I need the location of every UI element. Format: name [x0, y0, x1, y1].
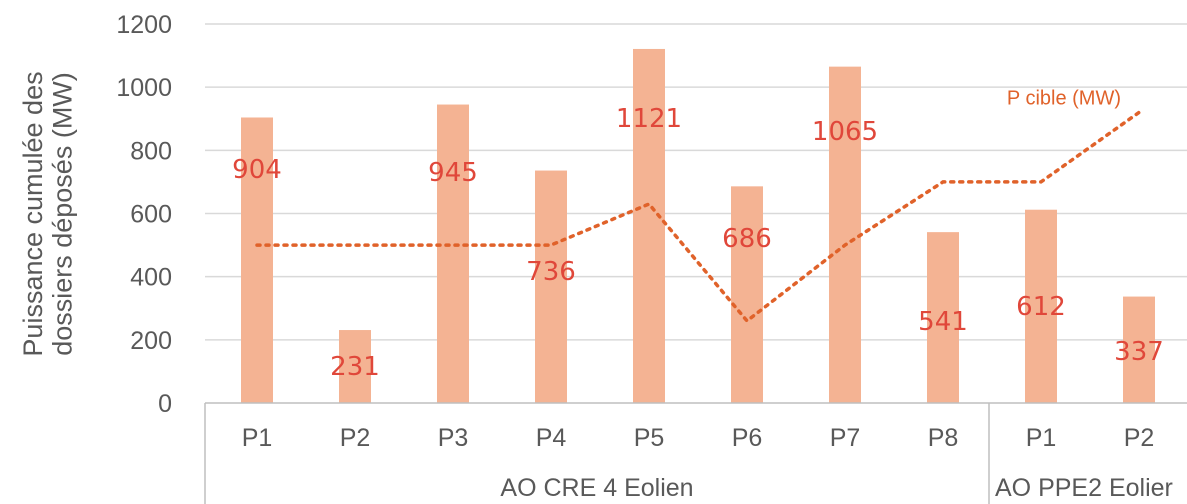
bar: [927, 232, 959, 403]
data-label: 736: [526, 257, 576, 287]
data-label: 686: [722, 224, 772, 254]
bar: [1025, 209, 1057, 403]
bar: [829, 66, 861, 403]
bar: [437, 104, 469, 403]
x-tick-label: P2: [1124, 424, 1155, 452]
bar: [633, 48, 665, 403]
data-label: 1065: [812, 117, 878, 147]
x-tick-label: P1: [1026, 424, 1057, 452]
data-label: 904: [232, 155, 282, 185]
bar: [731, 186, 763, 403]
x-tick-label: P5: [634, 424, 665, 452]
x-tick-label: P4: [536, 424, 567, 452]
y-tick-label: 1200: [116, 11, 172, 39]
x-tick-label: P1: [242, 424, 273, 452]
x-tick-label: P6: [732, 424, 763, 452]
y-tick-label: 1000: [116, 74, 172, 102]
target-line-label: P cible (MW): [1007, 87, 1121, 109]
y-axis-label: Puissance cumulée desdossiers déposés (M…: [18, 71, 78, 356]
data-label: 612: [1016, 292, 1066, 322]
bar: [535, 170, 567, 403]
data-label: 1121: [616, 104, 682, 134]
bar: [1123, 296, 1155, 403]
x-tick-label: P8: [928, 424, 959, 452]
data-label: 541: [918, 307, 968, 337]
axes: 0 200 400 600 800 1000 1200 P1 P2 P3 P4 P5 P6 P7 P8 P1 P…: [116, 11, 1187, 504]
bars: [241, 48, 1155, 403]
y-tick-label: 400: [130, 264, 172, 292]
y-tick-label: 200: [130, 327, 172, 355]
y-tick-label: 600: [130, 201, 172, 229]
x-tick-label: P7: [830, 424, 861, 452]
target-line: P cible (MW): [255, 87, 1141, 324]
data-label: 231: [330, 352, 380, 382]
gridlines: [205, 23, 1187, 341]
bar: [339, 330, 371, 403]
x-tick-label: P3: [438, 424, 469, 452]
data-labels: 904 231 945 736 1121 686 1065 541 612 337: [232, 104, 1164, 382]
group-label: AO PPE2 Eolier: [995, 474, 1173, 502]
group-label: AO CRE 4 Eolien: [500, 474, 693, 502]
bar: [241, 117, 273, 403]
y-tick-label: 0: [158, 390, 172, 418]
data-label: 945: [428, 158, 478, 188]
x-tick-label: P2: [340, 424, 371, 452]
y-tick-label: 800: [130, 137, 172, 165]
data-label: 337: [1114, 337, 1164, 367]
target-line-path: [255, 110, 1141, 324]
